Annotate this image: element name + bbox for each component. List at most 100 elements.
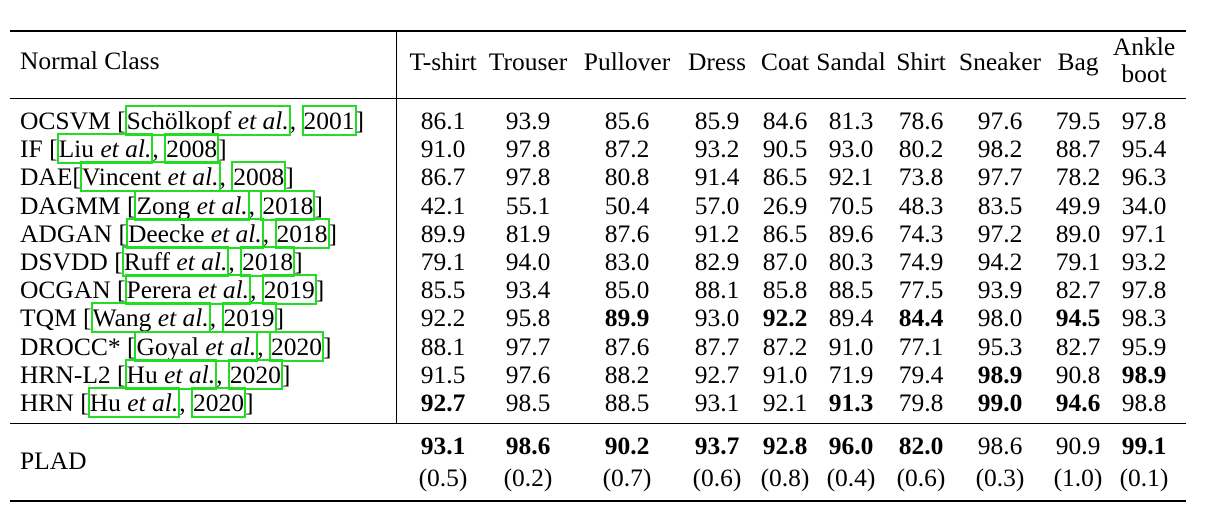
- method-abbrev: ADGAN: [20, 218, 113, 248]
- method-name: DSVDD [Ruff et al., 2018]: [20, 246, 303, 277]
- method-abbrev: IF: [20, 134, 43, 164]
- table-cell: 81.9: [505, 218, 551, 248]
- table-cell: 92.2: [762, 303, 808, 333]
- citation-year: 2020: [191, 387, 247, 418]
- final-cell: 98.6: [977, 431, 1023, 460]
- table-cell: 86.1: [420, 106, 466, 135]
- column-header: Dress: [687, 47, 747, 76]
- et-al: et al.: [231, 106, 289, 135]
- method-abbrev: DSVDD: [20, 247, 108, 276]
- column-header: T-shirt: [409, 47, 477, 76]
- header-label: Normal Class: [20, 46, 160, 75]
- table-cell: 89.9: [420, 218, 466, 248]
- method-name: OCGAN [Perera et al., 2019]: [20, 274, 324, 306]
- table-cell: 83.0: [604, 247, 650, 276]
- author-name: Perera: [126, 275, 192, 305]
- table-cell: 93.2: [694, 134, 740, 164]
- table-cell: 85.5: [420, 275, 466, 305]
- et-al: et al.: [93, 134, 152, 164]
- cite-open: [: [110, 359, 126, 389]
- method-name: IF [Liu et al., 2008]: [20, 133, 227, 165]
- table-cell: 84.4: [898, 303, 944, 333]
- cite-open: [: [120, 331, 136, 361]
- table-cell: 73.8: [898, 162, 944, 192]
- cite-open: [: [110, 275, 126, 305]
- table-cell: 93.4: [505, 275, 551, 305]
- table-cell: 82.7: [1055, 331, 1101, 361]
- table-cell: 95.8: [505, 303, 551, 333]
- final-std-cell: (0.8): [760, 463, 810, 492]
- table-cell: 97.1: [1121, 218, 1167, 248]
- table-cell: 94.2: [977, 247, 1023, 276]
- table-cell: 97.8: [505, 134, 551, 164]
- table-cell: 97.2: [977, 218, 1023, 248]
- table-cell: 93.1: [694, 388, 740, 417]
- cite-open: [: [112, 218, 127, 248]
- column-header: Coat: [760, 47, 810, 76]
- final-method-name: PLAD: [20, 446, 87, 475]
- final-cell: 98.6: [505, 431, 551, 460]
- table-cell: 77.5: [898, 275, 944, 305]
- table-cell: 96.3: [1121, 162, 1167, 192]
- final-std-cell: (0.6): [896, 463, 946, 492]
- column-header: Bag: [1057, 47, 1099, 76]
- results-table: Normal Class T-shirt Trouser Pullover Dress…: [10, 18, 1186, 503]
- cite-close: ]: [275, 303, 285, 333]
- table-cell: 79.1: [420, 247, 466, 276]
- et-al: et al.: [120, 388, 179, 417]
- method-name: HRN [Hu et al., 2020]: [20, 387, 254, 418]
- cite-open: [: [120, 190, 136, 220]
- table-cell: 98.9: [977, 359, 1023, 389]
- table-cell: 87.7: [694, 331, 740, 361]
- cite-sep: ,: [179, 388, 193, 417]
- citation-year: 2008: [164, 133, 220, 165]
- cite-sep: ,: [257, 331, 270, 361]
- final-std-cell: (0.4): [826, 463, 876, 492]
- cite-open: [: [72, 162, 81, 192]
- bottom-rule: [10, 500, 1186, 502]
- method-abbrev: DROCC*: [20, 331, 121, 361]
- table-cell: 94.6: [1055, 388, 1101, 417]
- table-cell: 87.6: [604, 331, 650, 361]
- table-cell: 88.7: [1055, 134, 1101, 164]
- table-cell: 80.3: [828, 247, 874, 276]
- table-cell: 89.4: [828, 303, 874, 333]
- author-name: Hu: [126, 359, 158, 389]
- cite-close: ]: [285, 162, 294, 192]
- cite-close: ]: [294, 247, 303, 276]
- final-cell: 82.0: [898, 431, 944, 460]
- final-cell: 99.1: [1121, 431, 1167, 460]
- cite-close: ]: [245, 388, 254, 417]
- author-name: Hu: [89, 388, 121, 417]
- final-std-cell: (0.2): [503, 463, 553, 492]
- table-cell: 70.5: [828, 190, 874, 220]
- table-cell: 94.0: [505, 247, 551, 276]
- author-name: Goyal: [136, 331, 199, 361]
- citation-year: 2019: [221, 302, 277, 334]
- method-name: DROCC* [Goyal et al., 2020]: [20, 330, 331, 362]
- table-cell: 91.3: [828, 388, 874, 417]
- method-name: OCSVM [Schölkopf et al., 2001]: [20, 105, 364, 136]
- method-abbrev: DAGMM: [20, 190, 121, 220]
- final-std-cell: (0.7): [602, 463, 652, 492]
- table-cell: 89.0: [1055, 218, 1101, 248]
- author-name: Schölkopf: [126, 106, 232, 135]
- citation-year: 2020: [227, 358, 283, 390]
- table-cell: 87.2: [604, 134, 650, 164]
- table-cell: 79.4: [898, 359, 944, 389]
- top-rule: [10, 30, 1186, 32]
- table-cell: 97.6: [977, 106, 1023, 135]
- citation-year: 2018: [274, 217, 330, 249]
- table-cell: 79.5: [1055, 106, 1101, 135]
- citation-author: Deecke et al.: [125, 217, 264, 249]
- method-name: TQM [Wang et al., 2019]: [20, 302, 285, 334]
- method-name: ADGAN [Deecke et al., 2018]: [20, 217, 337, 249]
- table-cell: 87.6: [604, 218, 650, 248]
- method-name: DAE[Vincent et al., 2008]: [20, 161, 294, 193]
- table-cell: 48.3: [898, 190, 944, 220]
- table-cell: 88.5: [828, 275, 874, 305]
- table-cell: 92.7: [420, 388, 466, 417]
- table-cell: 91.0: [828, 331, 874, 361]
- cite-open: [: [42, 134, 58, 164]
- et-al: et al.: [198, 331, 257, 361]
